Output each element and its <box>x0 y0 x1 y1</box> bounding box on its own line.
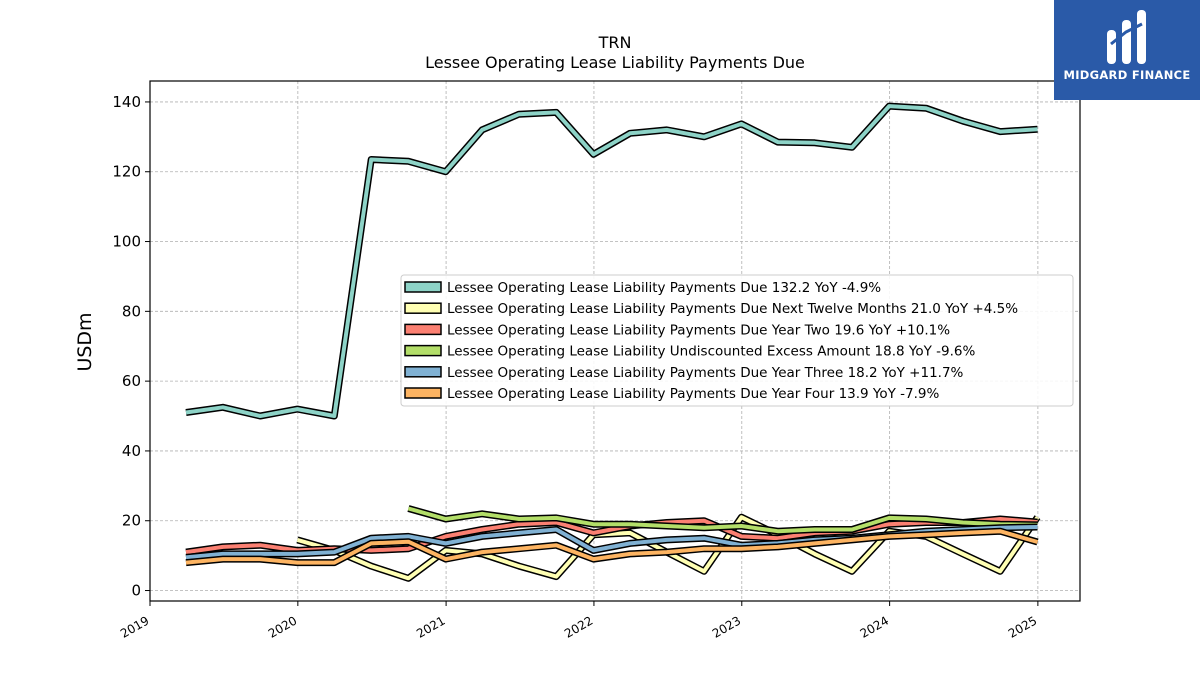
y-tick-label: 40 <box>122 442 141 460</box>
legend-swatch-4 <box>404 344 442 357</box>
y-tick-label: 60 <box>122 372 141 390</box>
legend-swatch-3 <box>404 323 442 336</box>
legend-swatch-6 <box>404 387 442 399</box>
legend-box <box>400 274 1074 407</box>
y-tick-label: 80 <box>122 302 141 320</box>
legend-swatch-2 <box>404 302 442 314</box>
chart-ticker: TRN <box>598 33 632 52</box>
logo-text: MIDGARD FINANCE <box>1063 68 1191 82</box>
legend-label-2: Lessee Operating Lease Liability Payment… <box>447 301 1018 317</box>
legend-swatch-5 <box>404 366 442 378</box>
chart-title: Lessee Operating Lease Liability Payment… <box>425 53 805 72</box>
series-line-1 <box>185 104 1038 418</box>
legend: Lessee Operating Lease Liability Payment… <box>400 274 1074 407</box>
legend-label-5: Lessee Operating Lease Liability Payment… <box>447 365 964 381</box>
y-tick-label: 120 <box>112 163 141 181</box>
y-tick-label: 100 <box>112 233 141 251</box>
legend-label-6: Lessee Operating Lease Liability Payment… <box>447 386 940 402</box>
legend-label-4: Lessee Operating Lease Liability Undisco… <box>447 344 975 360</box>
series-line-6 <box>185 529 1039 565</box>
legend-swatch-1 <box>404 281 442 293</box>
x-tick-label: 2023 <box>710 613 743 640</box>
x-tick-label: 2020 <box>266 613 299 640</box>
y-tick-label: 140 <box>112 93 141 111</box>
plot-frame <box>149 80 1081 602</box>
legend-label-1: Lessee Operating Lease Liability Payment… <box>447 280 881 296</box>
series-lines <box>185 102 1041 582</box>
y-tick-label: 20 <box>122 512 141 530</box>
y-axis-label: USDm <box>74 312 96 371</box>
y-axis: 0 20 40 60 80 100 120 140 <box>112 93 150 600</box>
x-tick-label: 2021 <box>414 613 447 640</box>
x-tick-label: 2024 <box>858 613 891 640</box>
x-tick-label: 2019 <box>118 613 151 640</box>
series-line-4 <box>407 506 1038 534</box>
x-tick-label: 2025 <box>1006 613 1039 640</box>
x-axis: 2019 2020 2021 2022 2023 2024 2025 <box>118 601 1039 641</box>
brand-logo: MIDGARD FINANCE <box>1054 0 1200 100</box>
x-tick-label: 2022 <box>562 613 595 640</box>
y-tick-label: 0 <box>131 582 141 600</box>
legend-label-3: Lessee Operating Lease Liability Payment… <box>447 322 950 338</box>
midgard-logo-icon <box>1107 10 1146 64</box>
